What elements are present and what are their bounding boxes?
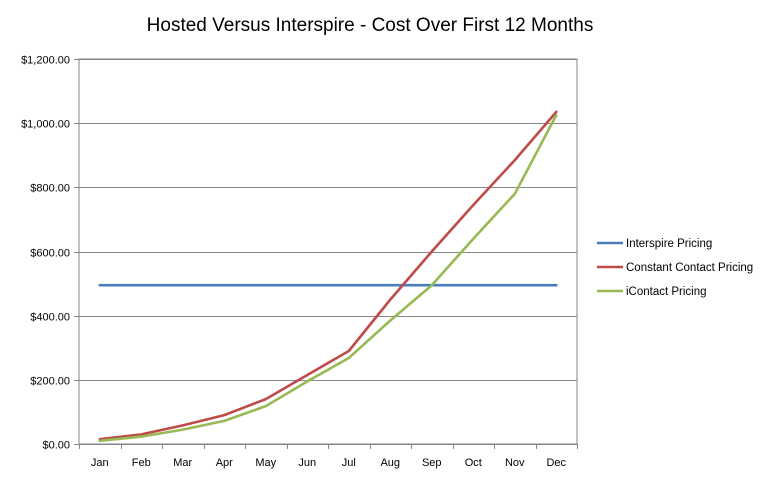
plot-area: [78, 58, 578, 445]
series-line-1: [98, 110, 558, 441]
x-tick-label: Feb: [132, 457, 151, 469]
legend-label: Constant Contact Pricing: [626, 262, 753, 274]
x-tick-label: Sep: [422, 457, 442, 469]
legend: Interspire Pricing Constant Contact Prici…: [597, 238, 753, 298]
grid: [74, 58, 578, 449]
series-line-2: [98, 113, 558, 443]
y-tick-label: $0.00: [42, 440, 70, 452]
series-lines: [98, 110, 558, 443]
y-tick-label: $1,200.00: [21, 55, 70, 67]
x-axis-ticks: Jan Feb Mar Apr May Jun Jul Aug Sep Oct Nov Dec: [91, 457, 567, 469]
x-tick-label: Jan: [91, 457, 109, 469]
legend-label: Interspire Pricing: [626, 238, 712, 250]
y-tick-label: $200.00: [30, 376, 70, 388]
x-tick-label: May: [255, 457, 276, 469]
x-tick-label: Dec: [546, 457, 566, 469]
y-tick-label: $1,000.00: [21, 119, 70, 131]
x-tick-label: Oct: [465, 457, 482, 469]
y-tick-label: $800.00: [30, 183, 70, 195]
y-tick-label: $600.00: [30, 248, 70, 260]
x-tick-label: Mar: [173, 457, 192, 469]
legend-label: iContact Pricing: [626, 286, 707, 298]
y-axis-ticks: $0.00 $200.00 $400.00 $600.00 $800.00 $1,000.…: [21, 55, 70, 452]
x-tick-label: Jul: [342, 457, 356, 469]
x-tick-label: Nov: [505, 457, 525, 469]
x-tick-label: Jun: [298, 457, 316, 469]
y-tick-label: $400.00: [30, 312, 70, 324]
x-tick-label: Apr: [216, 457, 233, 469]
chart-title: Hosted Versus Interspire - Cost Over Fir…: [147, 15, 594, 36]
x-tick-label: Aug: [380, 457, 400, 469]
